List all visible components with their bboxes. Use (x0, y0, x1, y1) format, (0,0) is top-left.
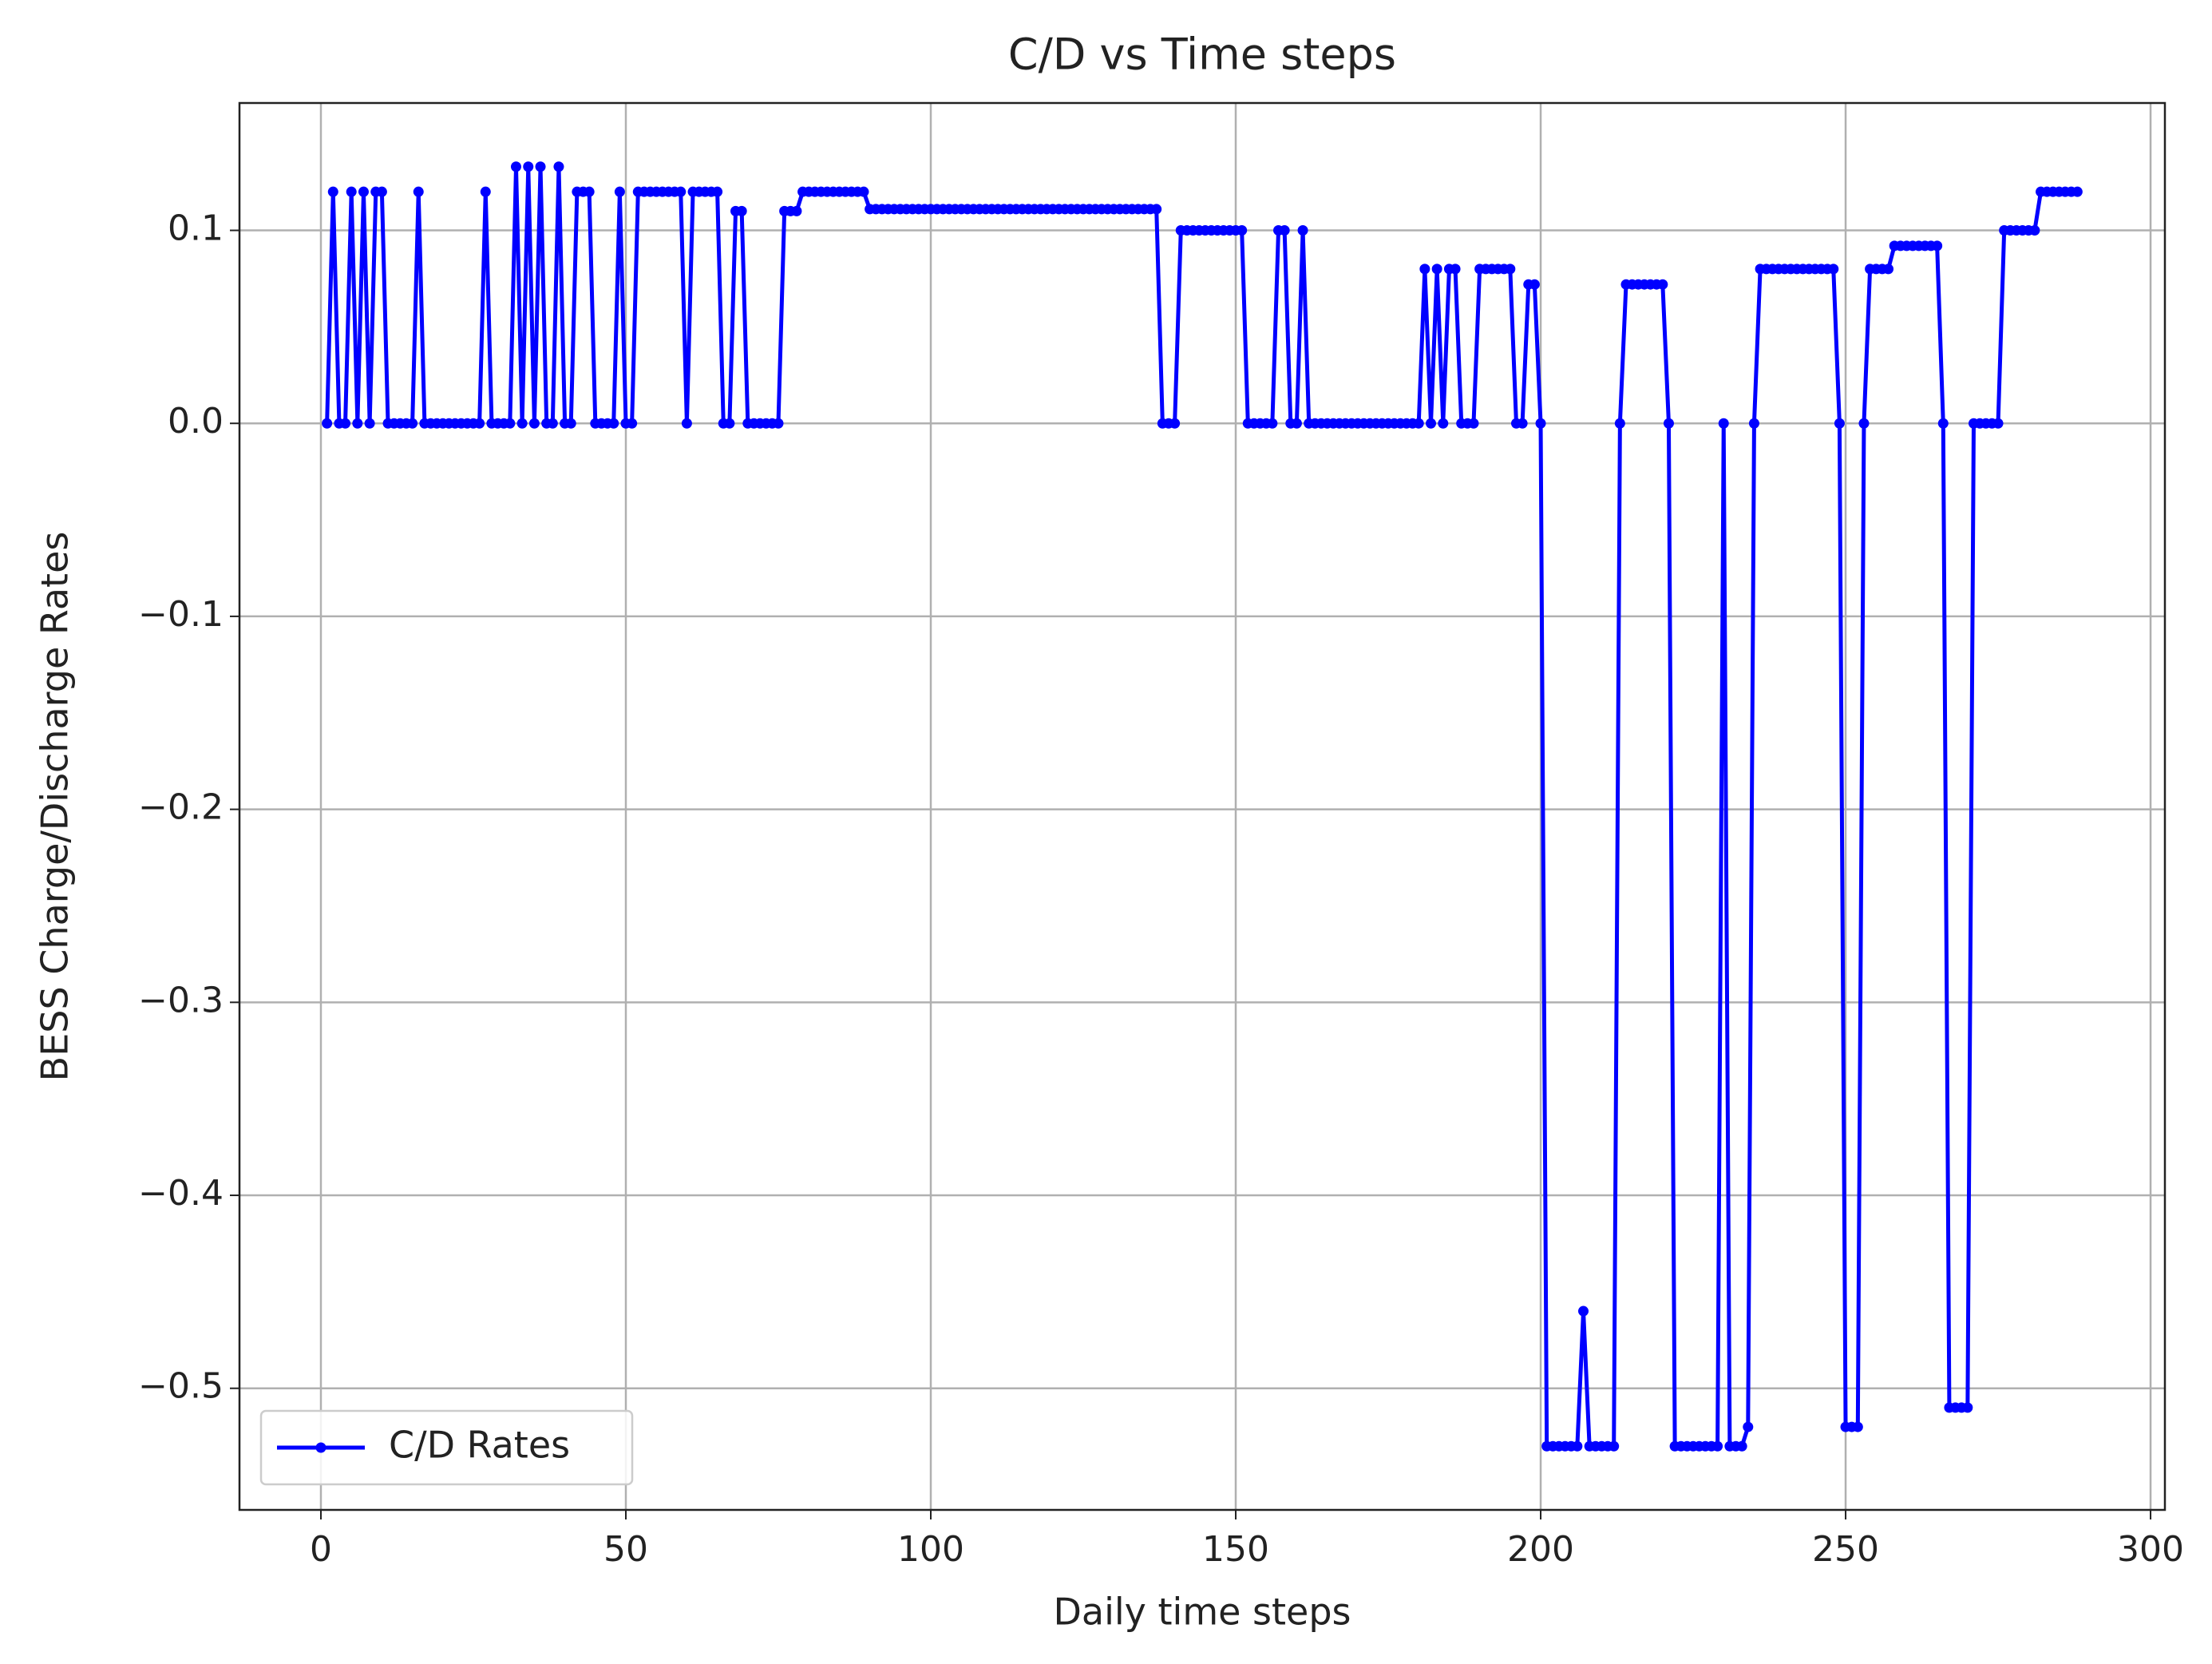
point (480, 186, 491, 197)
point (1450, 263, 1461, 275)
point (736, 205, 747, 216)
y-tick-label: 0.1 (168, 208, 224, 249)
plot-frame (238, 101, 2166, 1511)
point (1937, 418, 1949, 429)
point (474, 418, 485, 429)
point (505, 418, 516, 429)
point (1529, 279, 1540, 290)
point (413, 186, 424, 197)
chart-title: C/D vs Time steps (1008, 30, 1396, 80)
y-tick-label: 0.0 (168, 401, 224, 442)
y-tick-label: −0.2 (138, 787, 224, 828)
point (1279, 225, 1290, 236)
point (1858, 418, 1870, 429)
legend-marker (315, 1442, 326, 1453)
point (1614, 418, 1625, 429)
y-tick-label: −0.3 (138, 980, 224, 1020)
point (523, 161, 534, 172)
point (528, 418, 540, 429)
legend: C/D Rates (259, 1409, 634, 1486)
point (614, 186, 625, 197)
point (1297, 225, 1308, 236)
y-tick-label: −0.4 (138, 1173, 224, 1214)
point (1657, 279, 1668, 290)
point (1852, 1421, 1863, 1432)
point (681, 418, 692, 429)
point (1468, 418, 1479, 429)
point (1535, 418, 1546, 429)
x-axis-label: Daily time steps (1053, 1591, 1351, 1634)
point (1431, 263, 1442, 275)
point (1718, 418, 1729, 429)
point (1505, 263, 1516, 275)
point (1517, 418, 1528, 429)
point (773, 418, 784, 429)
point (364, 418, 375, 429)
point (791, 205, 802, 216)
y-tick-label: −0.5 (138, 1366, 224, 1407)
point (1426, 418, 1437, 429)
legend-label: C/D Rates (389, 1424, 570, 1467)
point (1169, 418, 1181, 429)
y-axis-label: BESS Charge/Discharge Rates (34, 532, 77, 1082)
x-tick-label: 50 (603, 1529, 648, 1570)
point (510, 161, 521, 172)
x-tick-label: 100 (897, 1529, 964, 1570)
point (2029, 225, 2040, 236)
point (535, 161, 546, 172)
point (1419, 263, 1430, 275)
point (565, 418, 576, 429)
point (1932, 240, 1943, 252)
point (1743, 1421, 1754, 1432)
point (1834, 418, 1845, 429)
point (322, 418, 333, 429)
legend-box (259, 1409, 634, 1486)
point (340, 418, 351, 429)
point (1828, 263, 1839, 275)
point (553, 161, 564, 172)
point (1291, 418, 1302, 429)
x-tick-label: 0 (310, 1529, 332, 1570)
point (516, 418, 528, 429)
point (1883, 263, 1894, 275)
point (1992, 418, 2004, 429)
point (2072, 186, 2083, 197)
point (358, 186, 369, 197)
y-tick-label: −0.1 (138, 594, 224, 635)
point (858, 186, 869, 197)
point (584, 186, 595, 197)
point (608, 418, 619, 429)
point (1712, 1440, 1723, 1452)
x-tick-label: 300 (2117, 1529, 2184, 1570)
point (346, 186, 357, 197)
point (1151, 204, 1162, 215)
point (547, 418, 558, 429)
point (376, 186, 387, 197)
point (1736, 1440, 1747, 1452)
x-tick-label: 250 (1812, 1529, 1879, 1570)
point (1237, 225, 1248, 236)
point (712, 186, 723, 197)
point (675, 186, 687, 197)
point (1572, 1440, 1583, 1452)
point (1962, 1402, 1973, 1413)
x-tick-label: 150 (1202, 1529, 1269, 1570)
point (1609, 1440, 1620, 1452)
point (1413, 418, 1424, 429)
point (1438, 418, 1449, 429)
point (407, 418, 418, 429)
point (724, 418, 735, 429)
point (1578, 1305, 1589, 1317)
point (327, 186, 338, 197)
point (352, 418, 363, 429)
series-line (325, 164, 2078, 1448)
point (1663, 418, 1674, 429)
point (1748, 418, 1759, 429)
x-tick-label: 200 (1507, 1529, 1574, 1570)
point (627, 418, 638, 429)
point (1267, 418, 1278, 429)
